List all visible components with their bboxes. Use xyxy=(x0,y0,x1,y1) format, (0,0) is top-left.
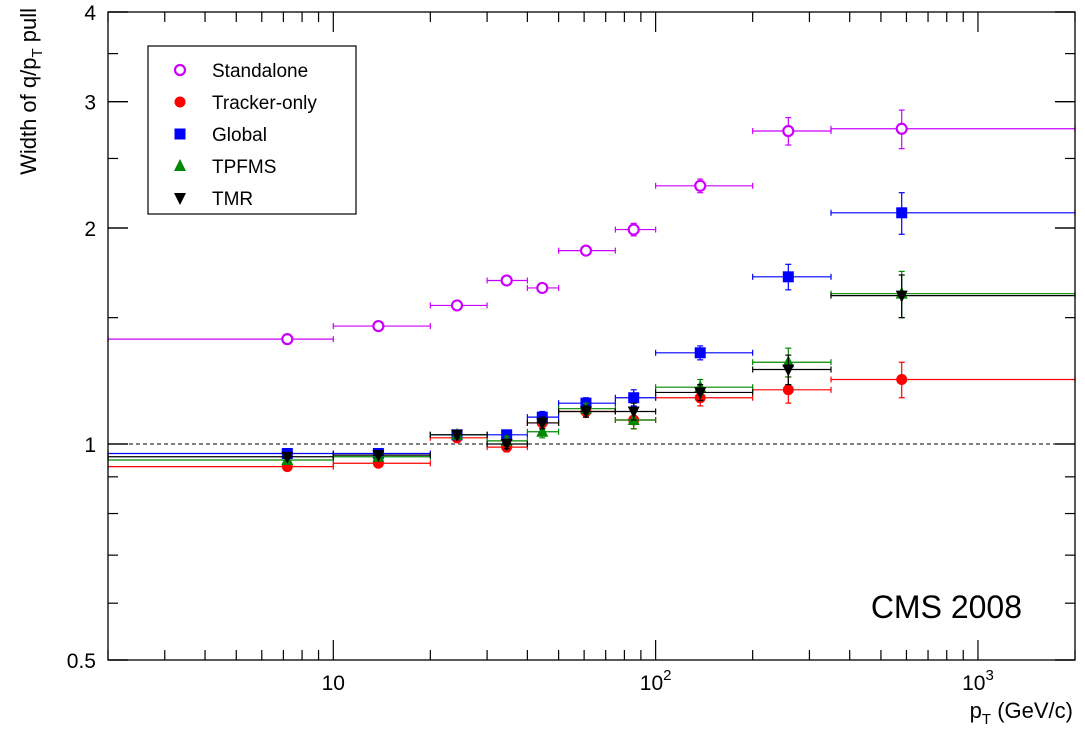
data-point xyxy=(579,244,593,257)
data-point xyxy=(694,347,706,359)
series-tpfms xyxy=(107,270,1076,465)
data-point xyxy=(536,281,549,295)
series-standalone xyxy=(107,109,1076,346)
y-axis-title: Width of q/pT pull xyxy=(16,8,46,175)
data-point xyxy=(628,392,640,404)
series-layer xyxy=(107,109,1076,473)
data-point xyxy=(782,364,795,377)
series-global xyxy=(107,192,1076,459)
data-point xyxy=(895,290,908,303)
legend-label: Tracker-only xyxy=(212,93,317,114)
axes-layer: 10 102 103 0.5 1 2 3 4 pT (GeV/c) Width of q/pT p… xyxy=(16,2,1076,728)
data-point xyxy=(896,207,908,219)
series-tracker-only xyxy=(107,361,1076,473)
data-point xyxy=(372,319,385,333)
data-point xyxy=(627,406,640,419)
legend: Standalone Tracker-only Global TPFMS TMR xyxy=(147,45,357,215)
data-point xyxy=(536,417,549,430)
data-point xyxy=(451,429,464,442)
x-tick-label: 10 xyxy=(322,672,345,695)
legend-label: TPFMS xyxy=(212,157,276,178)
data-point xyxy=(627,223,640,236)
data-point xyxy=(782,384,794,396)
data-point xyxy=(372,450,385,463)
data-point xyxy=(896,373,908,385)
data-point xyxy=(579,406,592,419)
cms-annotation: CMS 2008 xyxy=(871,589,1022,625)
data-point xyxy=(694,179,707,192)
data-point xyxy=(536,424,549,437)
y-tick-label: 4 xyxy=(84,2,96,25)
plot-frame xyxy=(107,11,1076,661)
y-tick-label: 0.5 xyxy=(67,650,96,673)
data-point xyxy=(450,299,464,312)
legend-label: TMR xyxy=(212,189,253,210)
series-tmr xyxy=(107,274,1076,464)
legend-marker xyxy=(173,63,187,77)
data-point xyxy=(500,439,513,451)
data-point xyxy=(782,124,795,138)
data-point xyxy=(281,333,294,346)
x-tick-label: 103 xyxy=(962,667,994,695)
legend-marker xyxy=(174,128,186,140)
legend-marker xyxy=(174,193,186,205)
x-axis-title: pT (GeV/c) xyxy=(970,698,1073,728)
legend-marker xyxy=(174,159,186,171)
data-point xyxy=(500,274,513,287)
data-point xyxy=(895,122,908,135)
legend-marker xyxy=(174,96,186,108)
y-tick-label: 1 xyxy=(84,434,96,457)
data-point xyxy=(782,271,794,283)
legend-label: Global xyxy=(212,125,267,146)
x-tick-label: 102 xyxy=(640,667,672,695)
y-tick-label: 2 xyxy=(84,218,96,241)
legend-label: Standalone xyxy=(212,61,308,82)
data-point xyxy=(281,451,294,464)
data-point xyxy=(694,387,707,400)
y-tick-label: 3 xyxy=(84,92,96,115)
